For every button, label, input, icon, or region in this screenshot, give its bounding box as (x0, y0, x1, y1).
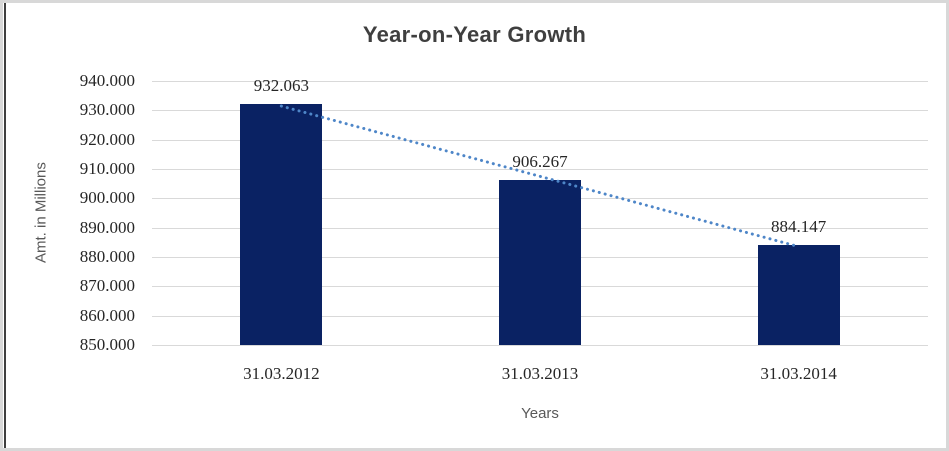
y-axis-title: Amt. in Millions (32, 162, 50, 264)
x-tick-label: 31.03.2013 (501, 364, 579, 383)
bar-31.03.2013 (499, 179, 581, 345)
y-tick-label: 930.000 (79, 100, 135, 120)
y-tick-label: 920.000 (79, 129, 135, 149)
data-label: 932.063 (253, 76, 309, 96)
left-border-line (4, 3, 6, 448)
y-tick-label: 910.000 (79, 159, 135, 178)
chart-title: Year-on-Year Growth (362, 22, 587, 47)
y-tick-label: 860.000 (79, 305, 135, 325)
y-tick-label: 900.000 (79, 188, 135, 208)
y-tick-label: 880.000 (79, 247, 135, 266)
x-tick-label: 31.03.2012 (243, 364, 320, 383)
y-tick-label: 940.000 (79, 71, 135, 90)
gridline (152, 81, 928, 82)
y-tick-label: 890.000 (79, 217, 135, 237)
gridline (152, 345, 928, 346)
x-tick-label: 31.03.2014 (760, 364, 837, 383)
y-tick-label: 850.000 (79, 335, 135, 354)
data-label: 884.147 (771, 216, 827, 236)
bar-31.03.2012 (240, 104, 323, 345)
x-axis-title: Years (521, 405, 559, 422)
y-tick-label: 870.000 (79, 276, 135, 296)
data-label: 906.267 (512, 151, 568, 171)
bar-31.03.2014 (757, 244, 840, 345)
